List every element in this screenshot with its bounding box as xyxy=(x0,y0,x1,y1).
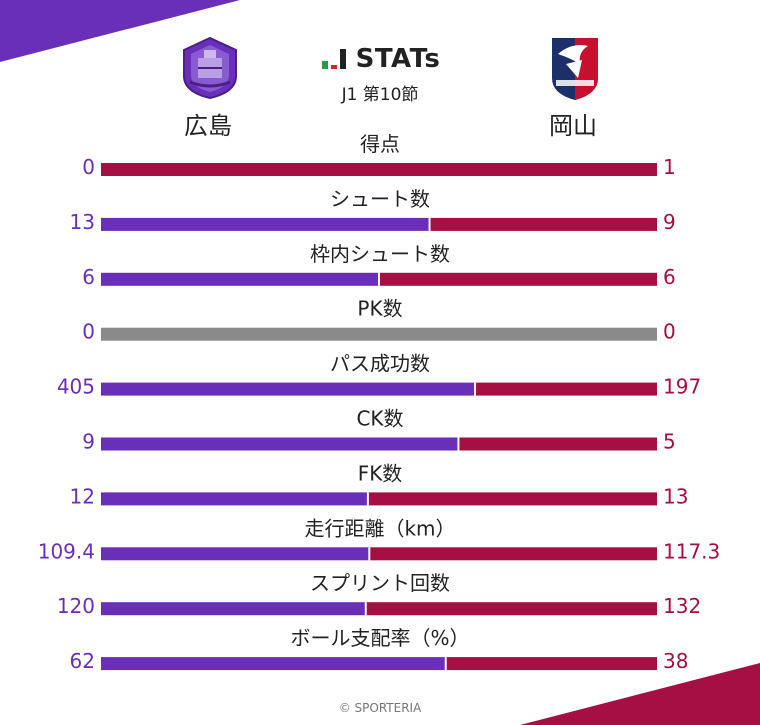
stat-bar-home xyxy=(101,602,366,616)
stat-bar-home xyxy=(101,437,459,451)
home-value: 120 xyxy=(57,594,95,618)
home-value: 109.4 xyxy=(38,539,95,563)
stat-bar-neutral xyxy=(101,327,657,341)
home-team-name: 広島 xyxy=(184,112,232,140)
stat-bar-away xyxy=(367,492,657,506)
stat-bar-home xyxy=(101,217,430,231)
away-team-name: 岡山 xyxy=(549,112,597,140)
copyright: © SPORTERIA xyxy=(338,701,422,715)
header: 広島 STATs J1 第10節 岡山 xyxy=(0,0,760,140)
stat-label: 得点 xyxy=(360,132,400,156)
corner-decoration-bottom-right xyxy=(520,663,760,725)
away-value: 5 xyxy=(663,430,676,454)
home-value: 9 xyxy=(82,430,95,454)
home-value: 405 xyxy=(57,375,95,399)
stat-label: シュート数 xyxy=(330,187,430,211)
stat-label: PK数 xyxy=(357,297,402,321)
stat-bar-away xyxy=(475,382,657,396)
stats-bars-icon xyxy=(321,49,346,69)
away-value: 197 xyxy=(663,375,701,399)
away-value: 0 xyxy=(663,320,676,344)
away-value: 13 xyxy=(663,484,688,508)
stat-bar-away xyxy=(101,163,657,176)
home-value: 0 xyxy=(82,320,95,344)
stat-bar-away xyxy=(429,217,657,231)
away-value: 117.3 xyxy=(663,539,720,563)
stat-bar-home xyxy=(101,657,446,671)
away-value: 38 xyxy=(663,649,688,673)
stat-label: 走行距離（km） xyxy=(304,516,455,540)
home-team-logo xyxy=(183,36,237,100)
stat-bar-away xyxy=(379,272,657,286)
away-value: 132 xyxy=(663,594,701,618)
stat-bar-home xyxy=(101,382,476,396)
match-round: J1 第10節 xyxy=(341,85,419,105)
stat-bar-away xyxy=(369,547,657,561)
stat-bar-away xyxy=(365,602,657,616)
stat-bar-away xyxy=(445,657,657,671)
stat-label: FK数 xyxy=(358,461,403,485)
stat-label: ボール支配率（%） xyxy=(290,626,469,650)
stat-bar-home xyxy=(101,272,379,286)
away-value: 1 xyxy=(663,155,676,179)
home-value: 12 xyxy=(70,484,95,508)
home-value: 6 xyxy=(82,265,95,289)
home-value: 0 xyxy=(82,155,95,179)
stat-label: CK数 xyxy=(356,407,403,431)
home-value: 62 xyxy=(70,649,95,673)
home-value: 13 xyxy=(70,210,95,234)
stat-label: 枠内シュート数 xyxy=(310,242,450,266)
stat-label: スプリント回数 xyxy=(310,571,450,595)
away-value: 9 xyxy=(663,210,676,234)
page-title: STATs xyxy=(355,44,441,74)
corner-decoration-top-left xyxy=(0,0,240,62)
stat-bar-home xyxy=(101,492,368,506)
stat-label: パス成功数 xyxy=(330,352,430,376)
stat-bar-home xyxy=(101,547,370,561)
away-value: 6 xyxy=(663,265,676,289)
stat-bar-away xyxy=(458,437,657,451)
title-block: STATs J1 第10節 xyxy=(280,44,480,105)
away-team-logo xyxy=(552,38,598,100)
